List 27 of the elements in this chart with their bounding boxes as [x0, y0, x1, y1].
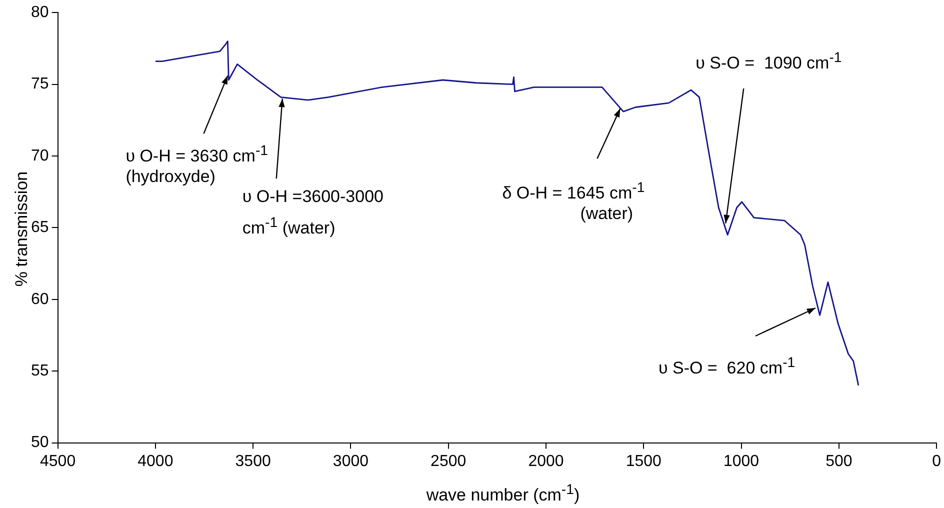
y-tick-label: 70 — [31, 147, 49, 164]
annotation: υ S-O = 1090 cm$^{-1}$ — [696, 49, 842, 76]
annotation: (water) — [580, 202, 634, 225]
x-tick-label: 500 — [826, 452, 852, 470]
y-tick-label: 80 — [31, 4, 49, 22]
x-tick-label: 4000 — [138, 452, 174, 470]
annotation: υ O-H = 3630 cm$^{-1}$ — [126, 142, 268, 166]
x-tick-label: 3500 — [235, 452, 271, 470]
x-tick-label: 3000 — [332, 452, 369, 470]
x-tick-label: 2500 — [430, 452, 466, 470]
annotation: δ O-H = 1645 cm$^{-1}$ — [502, 180, 645, 202]
annotation: cm$^{-1}$ (water) — [242, 214, 336, 240]
x-tick-label: 1000 — [723, 452, 760, 470]
x-tick-label: 0 — [932, 452, 942, 470]
y-axis-title: % transmission — [12, 171, 32, 287]
annotation: (hydroxyde) — [126, 166, 216, 188]
annotation: υ S-O = 620 cm$^{-1}$ — [658, 354, 796, 380]
x-tick-label: 1500 — [626, 452, 662, 470]
x-axis-title: wave number (cm$^{-1}$) — [426, 482, 580, 506]
x-tick-label: 2000 — [528, 452, 564, 470]
annotation: υ O-H =3600-3000 — [242, 186, 384, 208]
x-tick-label: 4500 — [40, 452, 76, 470]
y-tick-label: 55 — [31, 362, 49, 380]
y-tick-label: 60 — [31, 290, 49, 308]
y-tick-label: 65 — [31, 219, 49, 236]
y-tick-label: 50 — [31, 434, 49, 452]
y-tick-label: 75 — [31, 76, 49, 93]
